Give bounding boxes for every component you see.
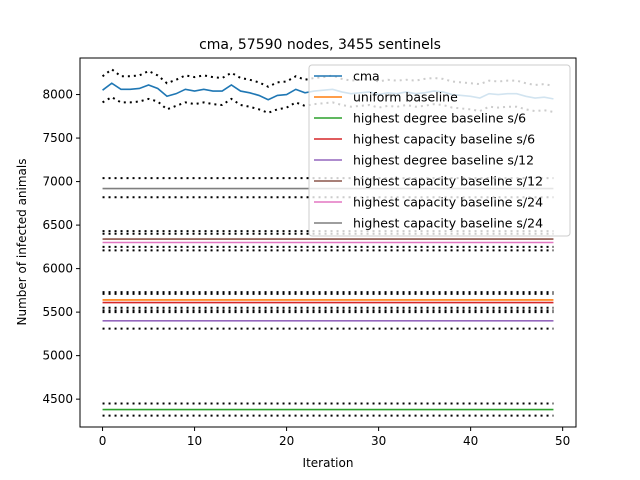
y-tick-label-3: 6000 — [42, 262, 73, 276]
legend-box — [308, 64, 571, 237]
y-tick-label-6: 7500 — [42, 131, 73, 145]
axes-frame — [79, 57, 577, 428]
chart-title: cma, 57590 nodes, 3455 sentinels — [199, 37, 441, 53]
x-tick-label-2: 20 — [279, 434, 294, 448]
x-axis-label: Iteration — [303, 456, 354, 470]
y-axis-label: Number of infected animals — [15, 159, 29, 326]
legend: cma uniform baseline highest degree baseli… — [308, 64, 571, 237]
x-axis-ticks: 0 10 20 30 40 50 — [99, 427, 570, 448]
y-tick-label-1: 5000 — [42, 349, 73, 363]
legend-label-1: uniform baseline — [353, 90, 458, 105]
x-tick-label-0: 0 — [99, 434, 107, 448]
x-tick-label-3: 30 — [371, 434, 386, 448]
legend-label-3: highest capacity baseline s/6 — [353, 132, 535, 147]
legend-label-2: highest degree baseline s/6 — [353, 111, 526, 126]
legend-label-5: highest capacity baseline s/12 — [353, 174, 543, 189]
y-tick-label-7: 8000 — [42, 88, 73, 102]
legend-label-4: highest degree baseline s/12 — [353, 153, 534, 168]
legend-label-6: highest capacity baseline s/24 — [353, 195, 543, 210]
legend-label-7: highest capacity baseline s/24 — [353, 216, 543, 231]
x-tick-label-5: 50 — [555, 434, 570, 448]
y-tick-label-4: 6500 — [42, 218, 73, 232]
y-tick-label-2: 5500 — [42, 305, 73, 319]
y-tick-label-0: 4500 — [42, 392, 73, 406]
x-tick-label-1: 10 — [187, 434, 202, 448]
legend-label-0: cma — [353, 69, 380, 84]
y-tick-label-5: 7000 — [42, 175, 73, 189]
y-axis-ticks: 4500 5000 5500 6000 6500 7000 7500 8000 — [42, 88, 80, 406]
x-tick-label-4: 40 — [463, 434, 478, 448]
